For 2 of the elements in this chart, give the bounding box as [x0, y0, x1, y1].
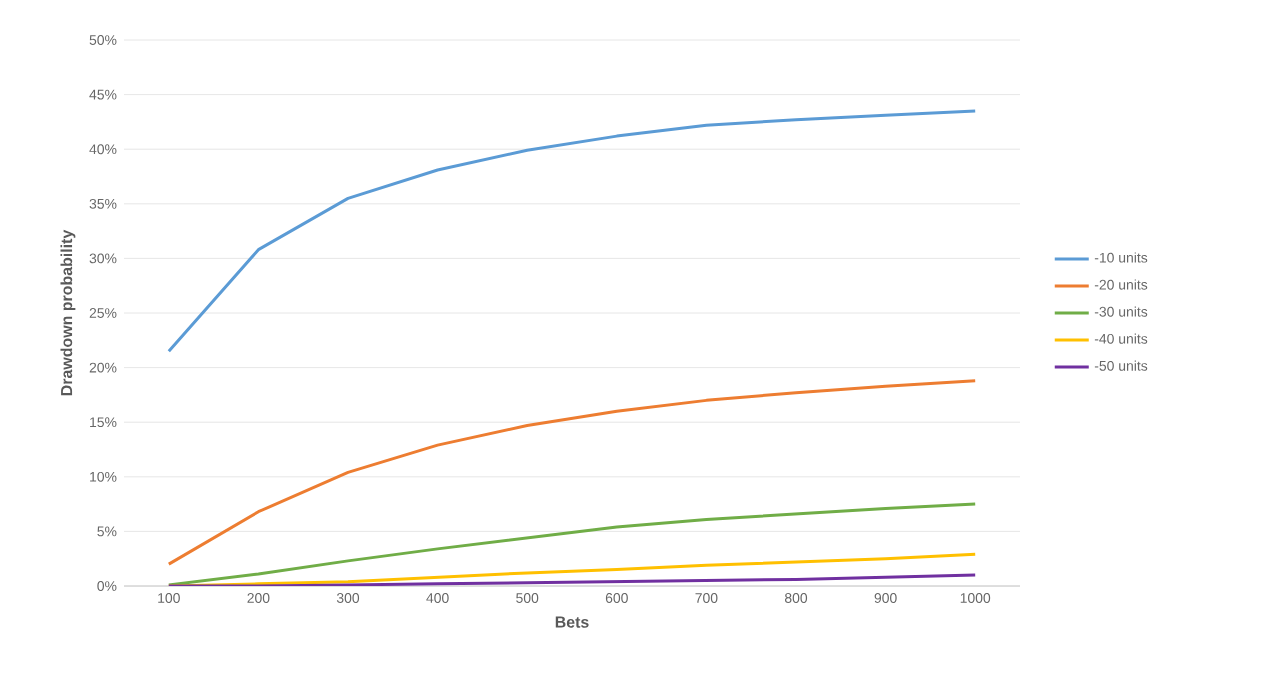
line-series: [167, 109, 977, 353]
line-series: [167, 379, 977, 566]
